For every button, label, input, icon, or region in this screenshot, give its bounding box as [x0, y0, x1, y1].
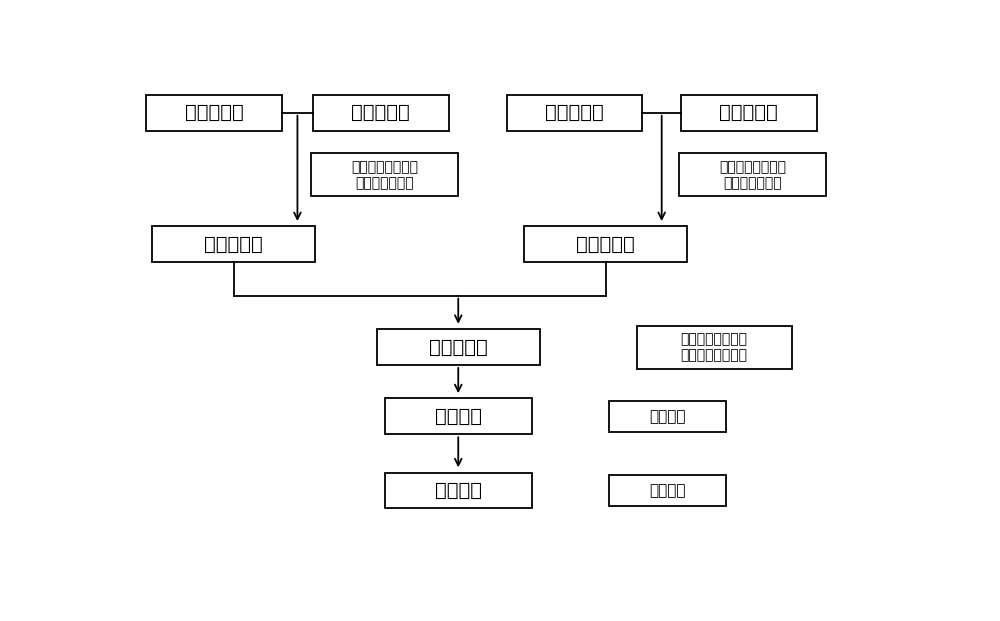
Text: 将第四反应液逐滴
加入第五反应液: 将第四反应液逐滴 加入第五反应液 [719, 160, 786, 190]
Text: 第一反应液: 第一反应液 [185, 103, 244, 122]
Text: 白色沉淀: 白色沉淀 [435, 407, 482, 426]
Text: 第六反应液: 第六反应液 [576, 235, 635, 254]
Bar [681, 95, 817, 130]
Bar [507, 95, 642, 130]
Bar [152, 226, 315, 262]
Text: 将第三反应液和第
六反应液混合搅拌: 将第三反应液和第 六反应液混合搅拌 [680, 332, 748, 362]
Bar [377, 329, 540, 365]
Bar [385, 399, 532, 434]
Text: 将第一反应液逐滴
加入第二反应液: 将第一反应液逐滴 加入第二反应液 [351, 160, 418, 190]
Bar [524, 226, 687, 262]
Text: 第四反应液: 第四反应液 [545, 103, 604, 122]
Text: 真空抽滤: 真空抽滤 [649, 409, 686, 424]
Text: 高温煅烧: 高温煅烧 [649, 483, 686, 498]
Bar [311, 153, 458, 196]
Text: 白色粉末: 白色粉末 [435, 481, 482, 500]
Bar [679, 153, 826, 196]
Bar [313, 95, 449, 130]
Bar [609, 475, 726, 506]
Text: 第二反应液: 第二反应液 [351, 103, 410, 122]
Bar [385, 473, 532, 509]
Text: 第三反应液: 第三反应液 [204, 235, 263, 254]
Bar [609, 401, 726, 432]
Bar [146, 95, 282, 130]
Bar [637, 325, 792, 369]
Text: 第五反应液: 第五反应液 [720, 103, 778, 122]
Text: 第七反应液: 第七反应液 [429, 338, 488, 356]
